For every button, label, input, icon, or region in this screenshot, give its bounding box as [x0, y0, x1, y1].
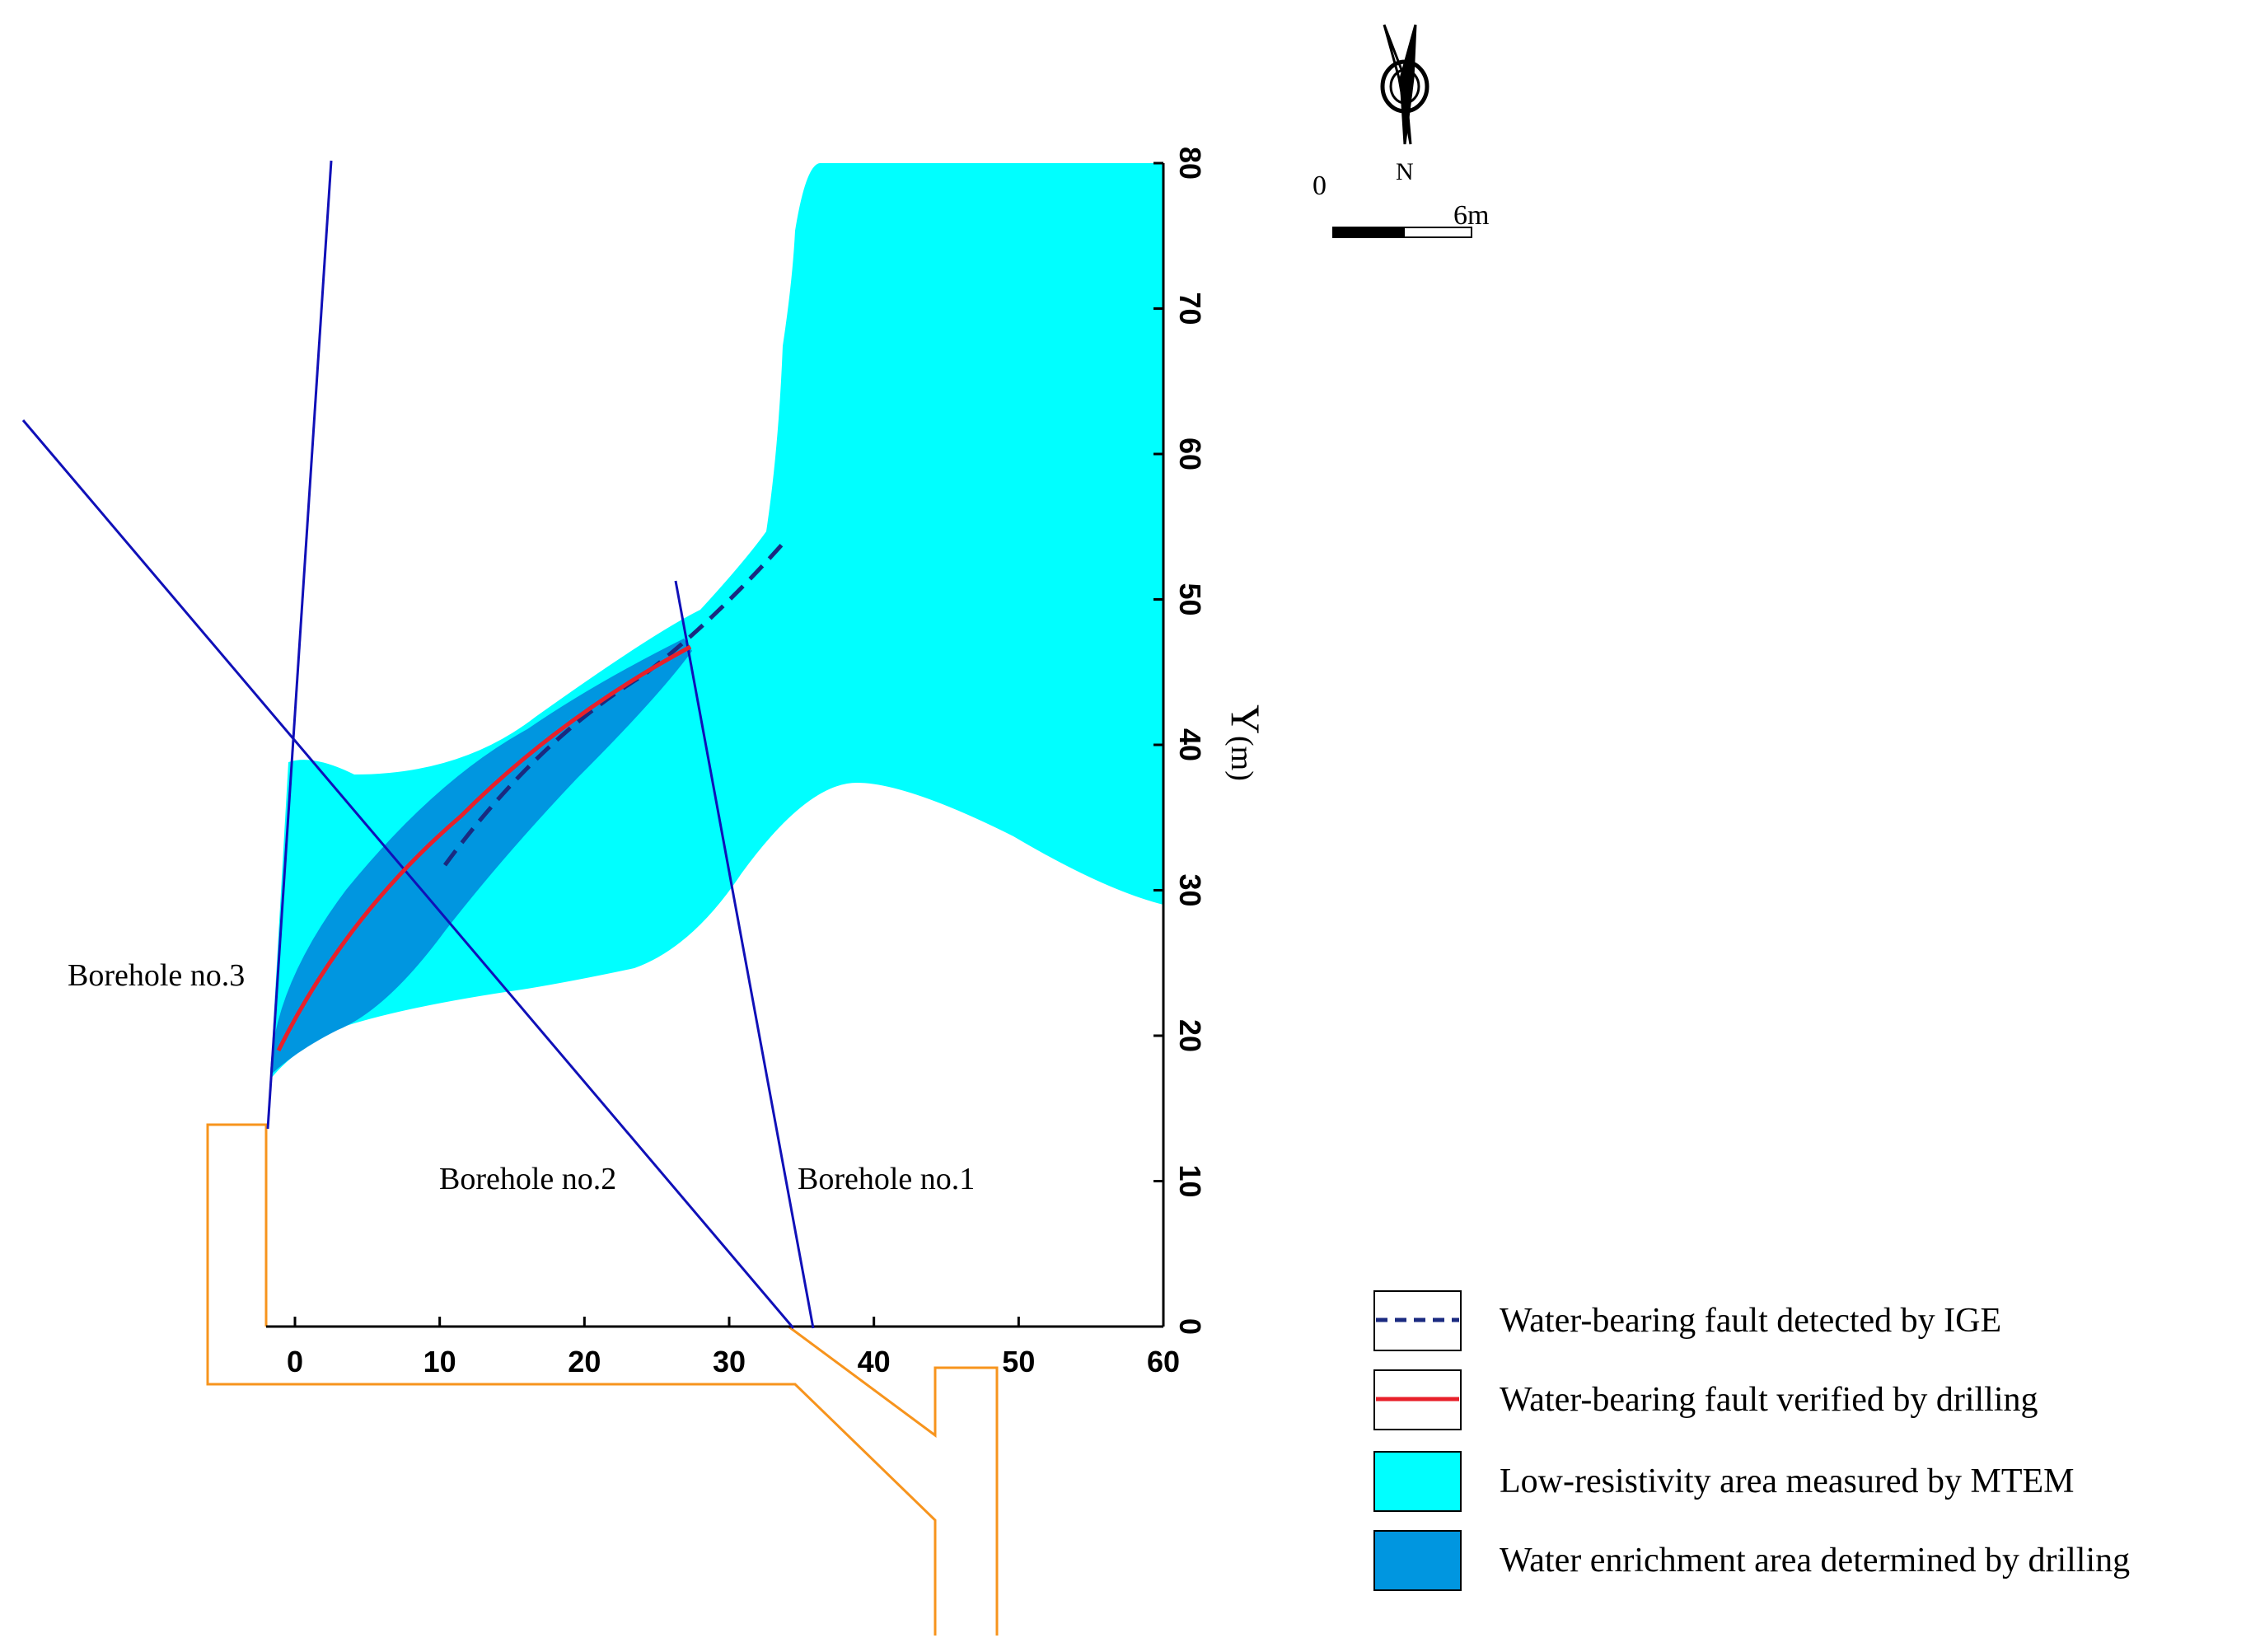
- y-axis-unit: (m): [1224, 736, 1259, 781]
- borehole-3-line: [266, 160, 333, 1130]
- north-arrow-icon: [1380, 24, 1429, 145]
- y-tick-label: 40: [1173, 728, 1207, 761]
- north-label: N: [1396, 158, 1414, 185]
- scale-bar: [1332, 227, 1472, 238]
- borehole-3-label: Borehole no.3: [68, 958, 245, 993]
- legend-swatch: [1373, 1530, 1462, 1591]
- y-tick-label: 0: [1173, 1318, 1207, 1335]
- x-tick-label: 20: [568, 1345, 601, 1378]
- y-tick-label: 50: [1173, 583, 1207, 615]
- borehole-2-label: Borehole no.2: [439, 1162, 616, 1196]
- x-axis-ticks: 0 10 20 30 40 50 60: [287, 1317, 1180, 1378]
- x-tick-label: 50: [1002, 1345, 1035, 1378]
- y-tick-label: 60: [1173, 438, 1207, 470]
- x-tick-label: 30: [713, 1345, 746, 1378]
- legend-label: Low-resistivity area measured by MTEM: [1500, 1462, 2074, 1500]
- legend-label: Water-bearing fault detected by IGE: [1500, 1302, 2001, 1340]
- y-axis-label: Y: [1223, 704, 1269, 734]
- y-tick-label: 20: [1173, 1019, 1207, 1052]
- borehole-1-line: [674, 580, 815, 1329]
- x-tick-label: 40: [858, 1345, 891, 1378]
- drilling-fault-line: [276, 644, 692, 1052]
- scale-end-label: 6m: [1453, 200, 1489, 231]
- y-axis-ticks: 0 10 20 30 40 50 60 70 80: [1153, 147, 1207, 1335]
- legend-label: Water-bearing fault verified by drilling: [1500, 1381, 2038, 1419]
- y-axis-title: Y (m): [1223, 704, 1269, 781]
- legend: Water-bearing fault detected by IGE Water…: [1373, 1290, 2130, 1591]
- legend-label: Water enrichment area determined by dril…: [1500, 1542, 2130, 1579]
- y-tick-label: 30: [1173, 873, 1207, 906]
- roadway-outline: [206, 1123, 999, 1636]
- y-tick-label: 10: [1173, 1164, 1207, 1197]
- x-tick-label: 10: [423, 1345, 456, 1378]
- legend-swatch: [1373, 1451, 1462, 1512]
- borehole-1-label: Borehole no.1: [798, 1162, 975, 1196]
- x-tick-label: 60: [1147, 1345, 1180, 1378]
- water-enrichment-area: [270, 639, 692, 1075]
- borehole-2-line: [21, 419, 795, 1329]
- y-tick-label: 70: [1173, 292, 1207, 325]
- y-tick-label: 80: [1173, 147, 1207, 180]
- x-tick-label: 0: [287, 1345, 303, 1378]
- borehole-lines: [21, 160, 815, 1329]
- scale-start-label: 0: [1313, 171, 1327, 201]
